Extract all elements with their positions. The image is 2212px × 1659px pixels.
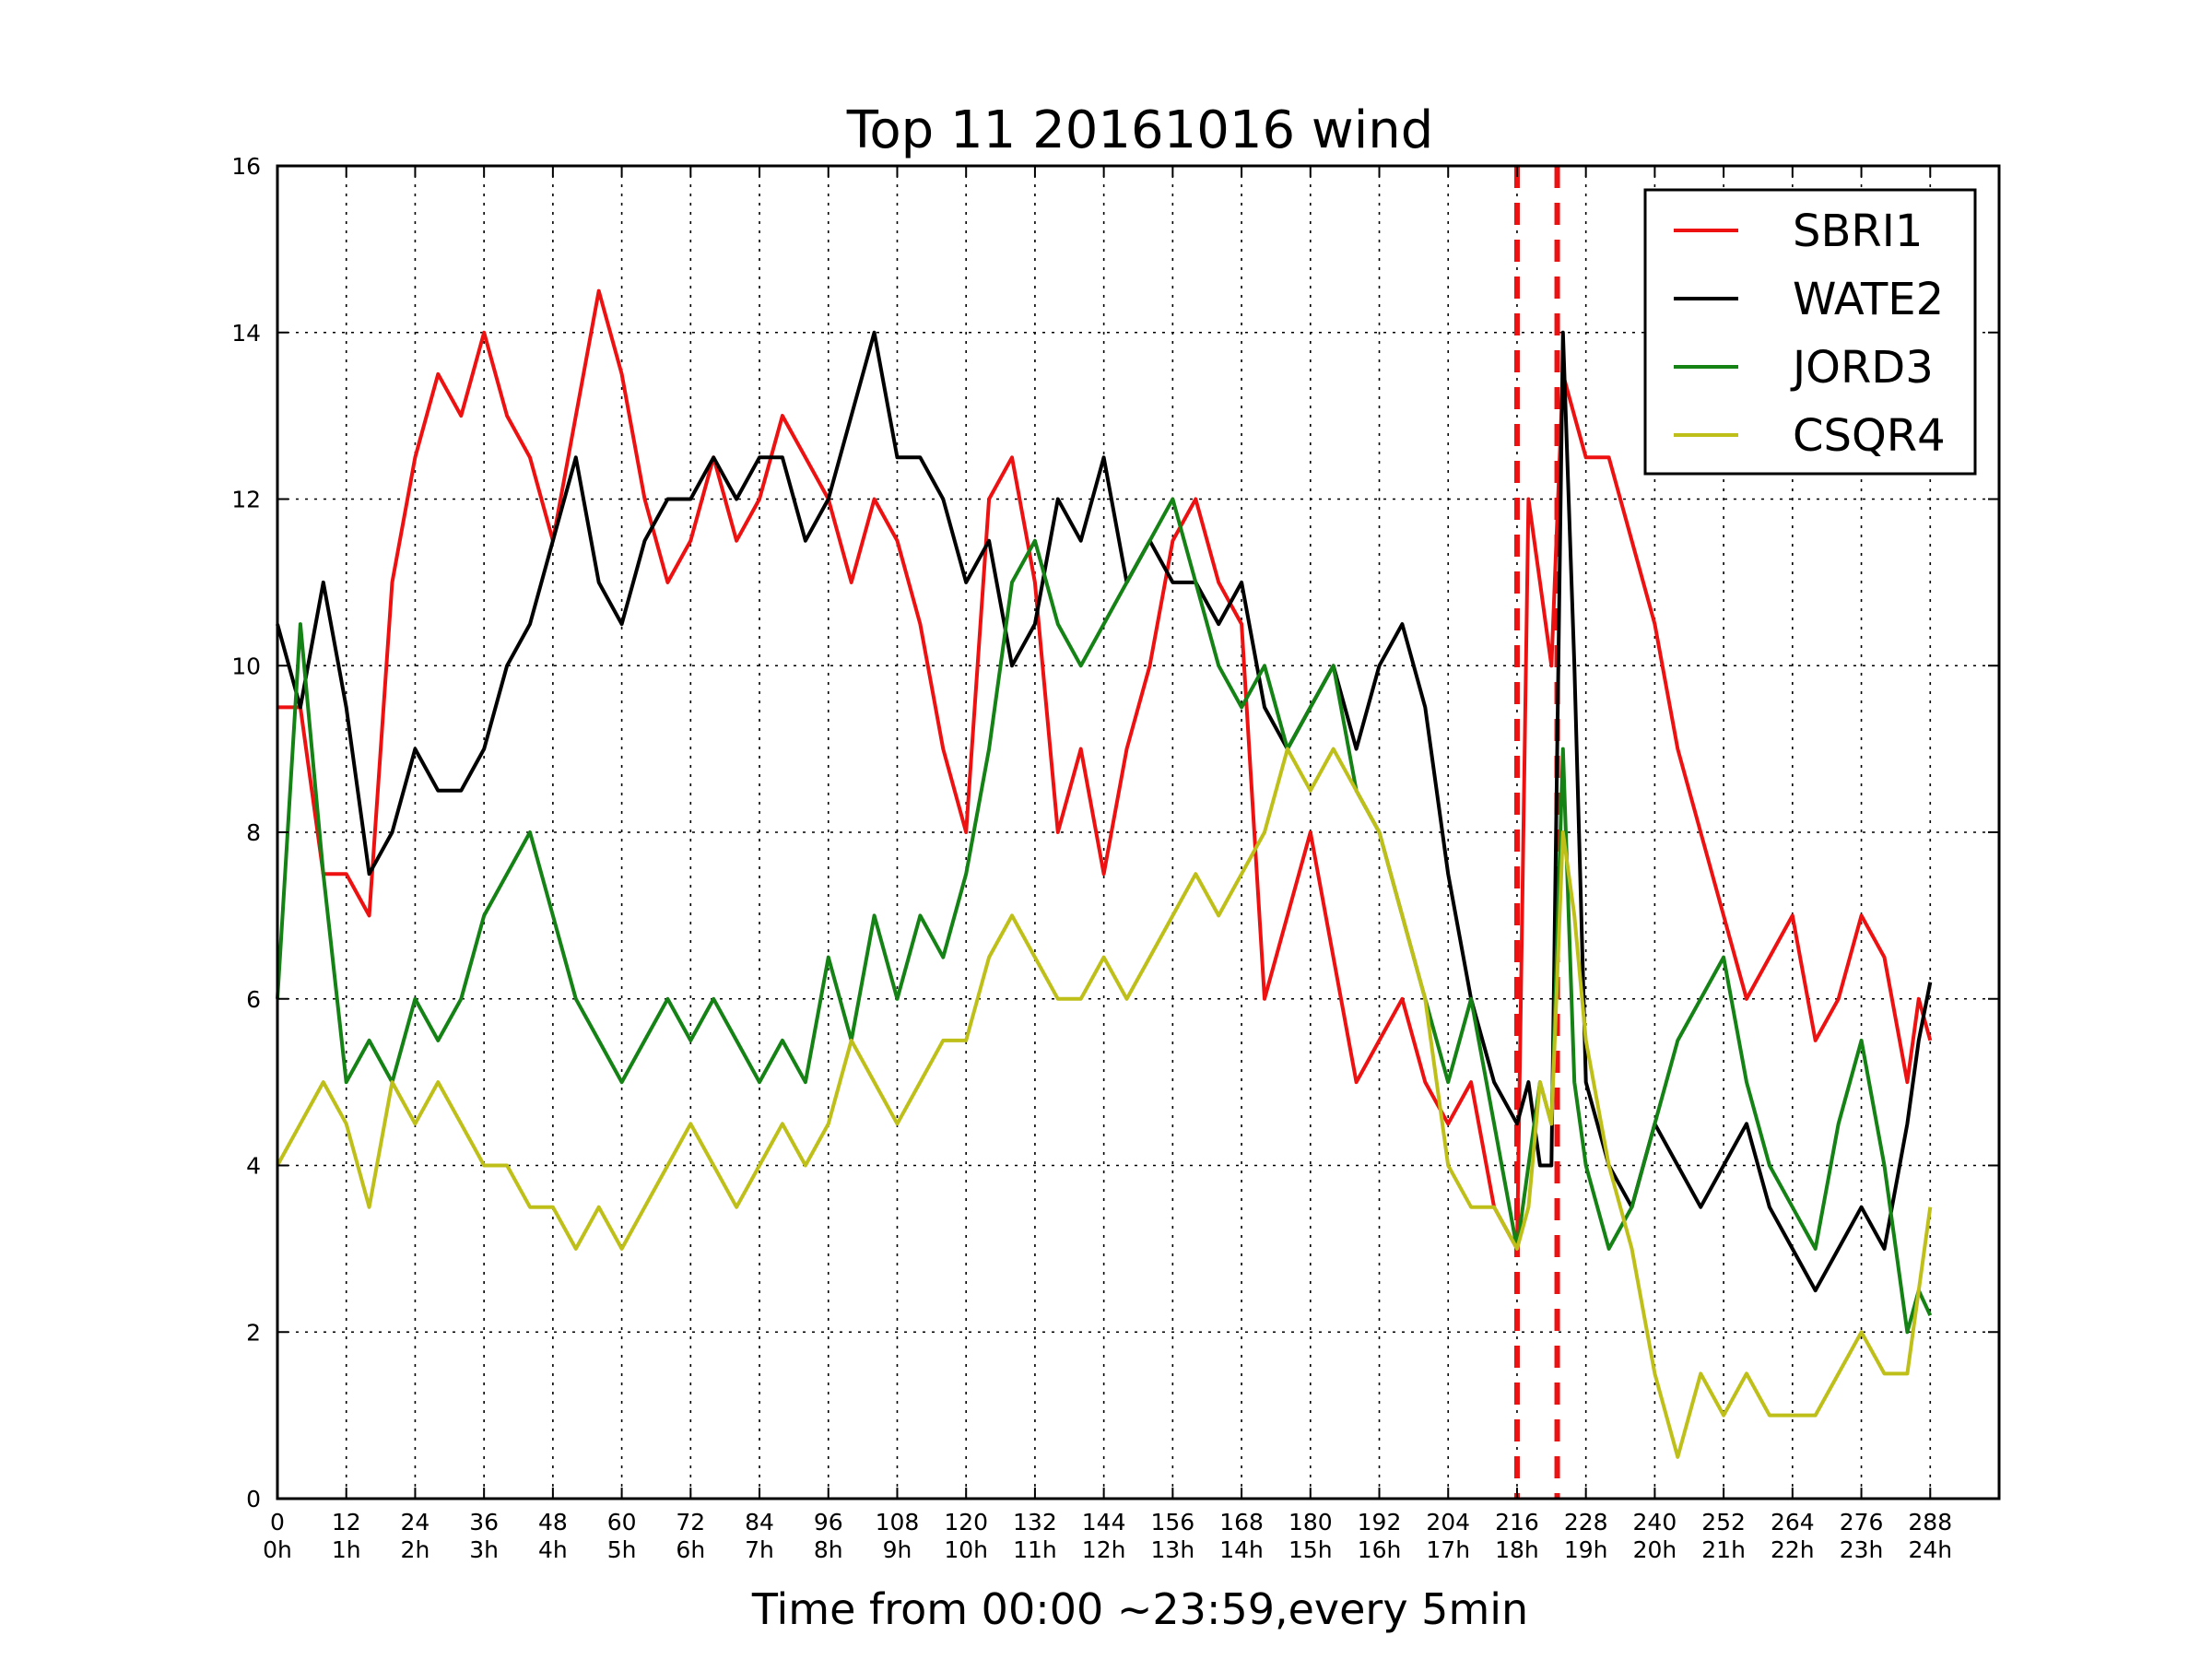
x-tick-label: 12 (332, 1509, 361, 1535)
legend: SBRI1 WATE2 JORD3 CSQR4 (1643, 188, 1977, 476)
x-tick-label: 192 (1358, 1509, 1402, 1535)
x-tick-label: 96 (814, 1509, 843, 1535)
y-tick-label: 14 (231, 320, 261, 347)
y-tick-label: 16 (231, 153, 261, 180)
x-tick-hour-label: 0h (263, 1536, 292, 1563)
legend-box (1643, 188, 1977, 476)
x-tick-hour-label: 7h (745, 1536, 774, 1563)
y-tick-label: 10 (231, 653, 261, 679)
series-line-csqr4 (276, 747, 1933, 1459)
x-tick-hour-label: 21h (1701, 1536, 1746, 1563)
x-axis-label: Time from 00:00 ~23:59,every 5min (751, 1584, 1528, 1634)
x-tick-hour-label: 5h (607, 1536, 637, 1563)
series-line-sbri1 (277, 288, 1933, 1251)
series-line-jord3 (276, 497, 1933, 1335)
legend-label: JORD3 (1790, 342, 1934, 394)
chart-title: Top 11 20161016 wind (846, 100, 1434, 160)
x-tick-hour-label: 11h (1013, 1536, 1057, 1563)
x-tick-label: 24 (401, 1509, 430, 1535)
x-tick-label: 108 (876, 1509, 920, 1535)
x-tick-hour-label: 24h (1908, 1536, 1952, 1563)
x-tick-hour-label: 9h (883, 1536, 912, 1563)
x-tick-hour-label: 4h (538, 1536, 568, 1563)
x-tick-hour-label: 6h (676, 1536, 705, 1563)
legend-label: SBRI1 (1793, 206, 1923, 257)
x-tick-label: 60 (607, 1509, 637, 1535)
x-tick-hour-label: 19h (1564, 1536, 1608, 1563)
x-tick-label: 84 (745, 1509, 774, 1535)
x-tick-label: 48 (538, 1509, 568, 1535)
x-tick-label: 156 (1151, 1509, 1195, 1535)
x-tick-label: 228 (1564, 1509, 1608, 1535)
y-tick-label: 8 (246, 819, 261, 846)
x-tick-hour-label: 13h (1151, 1536, 1195, 1563)
x-tick-label: 240 (1633, 1509, 1677, 1535)
legend-label: WATE2 (1793, 274, 1944, 325)
x-tick-label: 120 (944, 1509, 988, 1535)
x-tick-label: 0 (270, 1509, 285, 1535)
y-tick-label: 6 (246, 986, 261, 1013)
x-tick-hour-label: 1h (332, 1536, 361, 1563)
x-tick-hour-label: 15h (1288, 1536, 1333, 1563)
x-tick-label: 204 (1426, 1509, 1470, 1535)
x-tick-hour-label: 8h (814, 1536, 843, 1563)
x-tick-hour-label: 22h (1771, 1536, 1815, 1563)
y-tick-label: 12 (231, 487, 261, 513)
x-tick-label: 252 (1701, 1509, 1746, 1535)
x-tick-hour-label: 17h (1426, 1536, 1470, 1563)
y-tick-label: 4 (246, 1153, 261, 1180)
x-tick-hour-label: 12h (1082, 1536, 1126, 1563)
x-tick-label: 36 (469, 1509, 499, 1535)
x-tick-hour-label: 2h (401, 1536, 430, 1563)
x-tick-hour-label: 23h (1840, 1536, 1884, 1563)
x-tick-hour-label: 3h (469, 1536, 499, 1563)
x-tick-hour-label: 10h (944, 1536, 988, 1563)
y-tick-label: 0 (246, 1486, 261, 1512)
x-tick-label: 276 (1840, 1509, 1884, 1535)
y-tick-label: 2 (246, 1319, 261, 1346)
x-tick-hour-label: 20h (1633, 1536, 1677, 1563)
series-lines (276, 288, 1933, 1459)
x-tick-label: 72 (676, 1509, 705, 1535)
x-tick-label: 132 (1013, 1509, 1057, 1535)
legend-label: CSQR4 (1793, 410, 1946, 462)
axis-ticks: 00h121h242h363h484h605h726h847h968h1089h… (231, 153, 1999, 1563)
x-tick-label: 144 (1082, 1509, 1126, 1535)
x-tick-hour-label: 14h (1219, 1536, 1264, 1563)
x-tick-label: 168 (1219, 1509, 1264, 1535)
x-tick-label: 288 (1908, 1509, 1952, 1535)
x-tick-label: 264 (1771, 1509, 1815, 1535)
x-tick-hour-label: 18h (1495, 1536, 1539, 1563)
x-tick-label: 216 (1495, 1509, 1539, 1535)
x-tick-label: 180 (1288, 1509, 1333, 1535)
x-tick-hour-label: 16h (1358, 1536, 1402, 1563)
